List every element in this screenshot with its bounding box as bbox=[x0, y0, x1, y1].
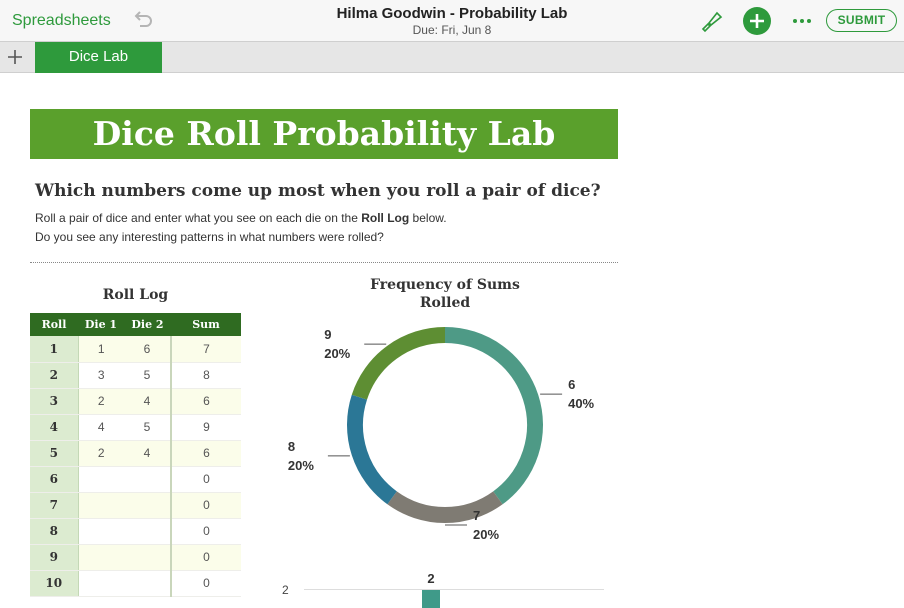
sum-cell[interactable]: 6 bbox=[170, 388, 241, 415]
slice-sum-label: 9 bbox=[324, 327, 332, 343]
frequency-donut-chart bbox=[327, 327, 563, 526]
sum-cell[interactable]: 8 bbox=[170, 362, 241, 389]
sum-cell[interactable]: 7 bbox=[170, 336, 241, 363]
slice-percent-label: 20% bbox=[287, 457, 314, 473]
bar-chart-gridline bbox=[304, 589, 604, 590]
submit-button[interactable]: SUBMIT bbox=[826, 9, 897, 32]
roll-number-cell[interactable]: 9 bbox=[30, 544, 79, 571]
due-date: Due: Fri, Jun 8 bbox=[412, 23, 492, 37]
bar-chart-y-tick: 2 bbox=[282, 583, 289, 597]
sum-cell[interactable]: 6 bbox=[170, 440, 241, 467]
roll-number-cell[interactable]: 6 bbox=[30, 466, 79, 493]
donut-label-7: 7 20% bbox=[473, 506, 499, 544]
sum-cell[interactable]: 0 bbox=[170, 466, 241, 493]
donut-slice-9 bbox=[351, 327, 446, 400]
sheet-tab-bar: Dice Lab bbox=[0, 42, 904, 73]
donut-label-8: 8 20% bbox=[288, 437, 314, 475]
more-icon[interactable] bbox=[792, 11, 812, 31]
die-1-cell[interactable] bbox=[78, 570, 124, 597]
page-title-banner: Dice Roll Probability Lab bbox=[30, 109, 618, 159]
back-to-spreadsheets-link[interactable]: Spreadsheets bbox=[12, 12, 111, 29]
add-icon[interactable] bbox=[743, 7, 771, 35]
die-2-cell[interactable] bbox=[124, 492, 171, 519]
slice-percent-label: 20% bbox=[473, 527, 500, 542]
undo-icon[interactable] bbox=[132, 10, 154, 30]
sum-cell[interactable]: 0 bbox=[170, 492, 241, 519]
roll-number-cell[interactable]: 7 bbox=[30, 492, 79, 519]
slice-percent-label: 20% bbox=[324, 346, 351, 362]
roll-number-cell[interactable]: 3 bbox=[30, 388, 79, 415]
die-2-cell[interactable] bbox=[124, 518, 171, 545]
slice-sum-label: 8 bbox=[287, 438, 296, 454]
sum-cell[interactable]: 0 bbox=[170, 570, 241, 597]
question-heading: Which numbers come up most when you roll… bbox=[35, 181, 601, 201]
document-title: Hilma Goodwin - Probability Lab bbox=[336, 5, 568, 22]
column-header-roll[interactable]: Roll bbox=[30, 313, 78, 336]
column-header-die-2[interactable]: Die 2 bbox=[124, 313, 171, 336]
die-2-cell[interactable]: 5 bbox=[124, 362, 171, 389]
sum-cell[interactable]: 0 bbox=[170, 544, 241, 571]
roll-number-cell[interactable]: 10 bbox=[30, 570, 79, 597]
instruction-line-2: Do you see any interesting patterns in w… bbox=[35, 230, 384, 244]
die-1-cell[interactable]: 2 bbox=[78, 388, 124, 415]
slice-sum-label: 7 bbox=[473, 508, 481, 523]
die-1-cell[interactable] bbox=[78, 544, 124, 571]
sum-cell[interactable]: 0 bbox=[170, 518, 241, 545]
bar-data-label: 2 bbox=[427, 571, 435, 586]
die-1-cell[interactable] bbox=[78, 518, 124, 545]
donut-slice-6 bbox=[444, 327, 543, 505]
table-row: 10 0 bbox=[30, 570, 241, 597]
die-2-cell[interactable] bbox=[124, 466, 171, 493]
die-1-cell[interactable] bbox=[78, 466, 124, 493]
top-toolbar: Spreadsheets Hilma Goodwin - Probability… bbox=[0, 0, 904, 42]
slice-percent-label: 40% bbox=[568, 396, 595, 412]
donut-chart-title: Frequency of Sums Rolled bbox=[370, 277, 520, 311]
sum-cell[interactable]: 9 bbox=[170, 414, 241, 441]
die-2-cell[interactable] bbox=[124, 570, 171, 597]
tab-dice-lab[interactable]: Dice Lab bbox=[35, 42, 162, 73]
die-1-cell[interactable] bbox=[78, 492, 124, 519]
donut-slice-7 bbox=[387, 491, 503, 523]
roll-number-cell[interactable]: 2 bbox=[30, 362, 79, 389]
die-2-cell[interactable] bbox=[124, 544, 171, 571]
donut-slice-8 bbox=[347, 394, 397, 505]
die-1-cell[interactable]: 2 bbox=[78, 440, 124, 467]
slice-sum-label: 6 bbox=[568, 377, 576, 393]
add-sheet-icon[interactable] bbox=[4, 46, 26, 68]
die-1-cell[interactable]: 1 bbox=[78, 336, 124, 363]
donut-label-6: 6 40% bbox=[568, 375, 594, 413]
paintbrush-icon[interactable] bbox=[700, 9, 724, 33]
column-header-sum[interactable]: Sum bbox=[171, 313, 241, 336]
die-1-cell[interactable]: 3 bbox=[78, 362, 124, 389]
column-header-die-1[interactable]: Die 1 bbox=[78, 313, 124, 336]
die-2-cell[interactable]: 6 bbox=[124, 336, 171, 363]
die-2-cell[interactable]: 4 bbox=[124, 440, 171, 467]
die-1-cell[interactable]: 4 bbox=[78, 414, 124, 441]
die-2-cell[interactable]: 4 bbox=[124, 388, 171, 415]
roll-number-cell[interactable]: 5 bbox=[30, 440, 79, 467]
donut-label-9: 9 20% bbox=[324, 325, 350, 363]
instruction-line-1: Roll a pair of dice and enter what you s… bbox=[35, 211, 447, 225]
roll-number-cell[interactable]: 1 bbox=[30, 336, 79, 363]
roll-number-cell[interactable]: 4 bbox=[30, 414, 79, 441]
bar-chart-bar bbox=[422, 590, 440, 608]
dotted-divider bbox=[30, 262, 618, 263]
die-2-cell[interactable]: 5 bbox=[124, 414, 171, 441]
roll-log-title: Roll Log bbox=[102, 287, 169, 303]
roll-number-cell[interactable]: 8 bbox=[30, 518, 79, 545]
